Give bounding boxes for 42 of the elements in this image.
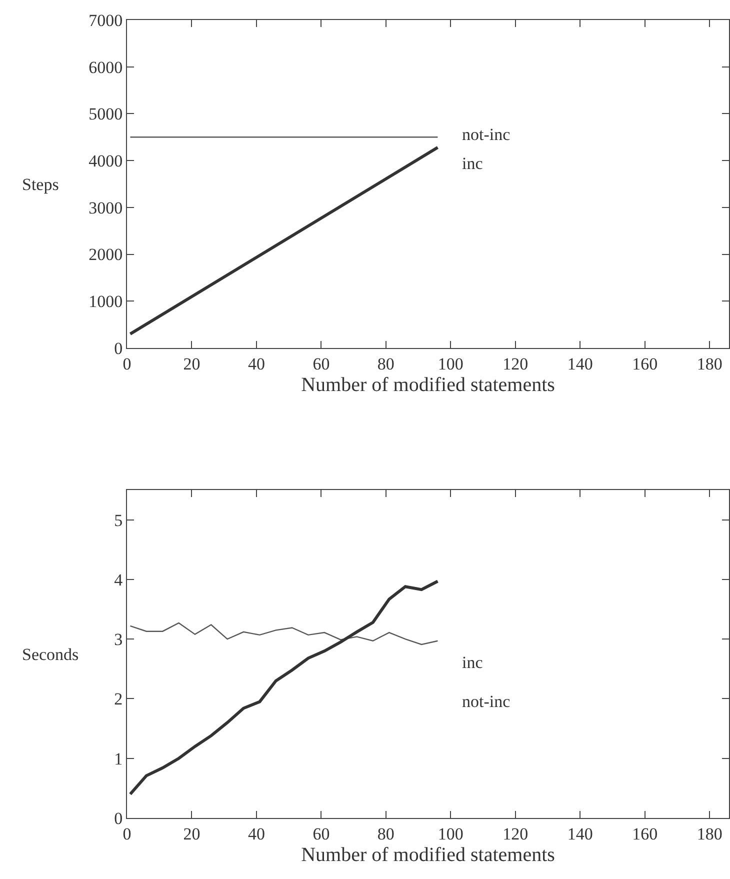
x-axis-title: Number of modified statements [301, 844, 556, 866]
y-tick-label: 2000 [88, 245, 123, 264]
x-tick-label: 40 [248, 354, 265, 374]
x-tick-label: 100 [438, 824, 464, 844]
x-tick-label: 20 [183, 354, 200, 374]
y-tick-label: 1 [114, 749, 123, 768]
annotation: inc [462, 154, 484, 173]
annotation: inc [462, 653, 484, 672]
y-axis-title: Seconds [22, 645, 79, 664]
x-tick-label: 140 [567, 354, 593, 374]
x-axis-title: Number of modified statements [301, 374, 556, 396]
y-tick-label: 2 [114, 690, 123, 709]
x-tick-label: 60 [312, 354, 330, 374]
x-tick-label: 140 [567, 824, 593, 844]
x-tick-label: 120 [502, 824, 528, 844]
x-tick-label: 160 [632, 824, 658, 844]
annotation: not-inc [462, 692, 511, 711]
y-tick-label: 5 [114, 510, 123, 530]
x-tick-label: 40 [248, 824, 265, 844]
y-tick-label: 0 [114, 338, 123, 358]
y-tick-label: 4000 [88, 152, 123, 171]
y-tick-label: 1000 [88, 292, 123, 312]
y-axis-title: Steps [22, 175, 59, 194]
x-tick-label: 80 [377, 354, 394, 374]
y-tick-label: 7000 [88, 10, 123, 30]
x-tick-label: 120 [502, 354, 528, 374]
y-tick-label: 5000 [88, 104, 123, 124]
y-tick-label: 4 [114, 570, 124, 590]
annotation: not-inc [462, 125, 511, 144]
x-tick-label: 100 [438, 354, 464, 374]
x-tick-label: 180 [696, 354, 722, 374]
x-tick-label: 60 [312, 824, 330, 844]
y-tick-label: 3 [114, 630, 123, 650]
y-tick-label: 3000 [88, 198, 123, 218]
x-tick-label: 80 [377, 824, 394, 844]
y-tick-label: 6000 [88, 58, 123, 77]
line-series [130, 622, 438, 646]
y-tick-label: 0 [114, 808, 123, 828]
x-tick-label: 180 [696, 824, 722, 844]
x-tick-label: 20 [183, 824, 200, 844]
x-tick-label: 160 [632, 354, 658, 374]
line-series [128, 580, 440, 796]
